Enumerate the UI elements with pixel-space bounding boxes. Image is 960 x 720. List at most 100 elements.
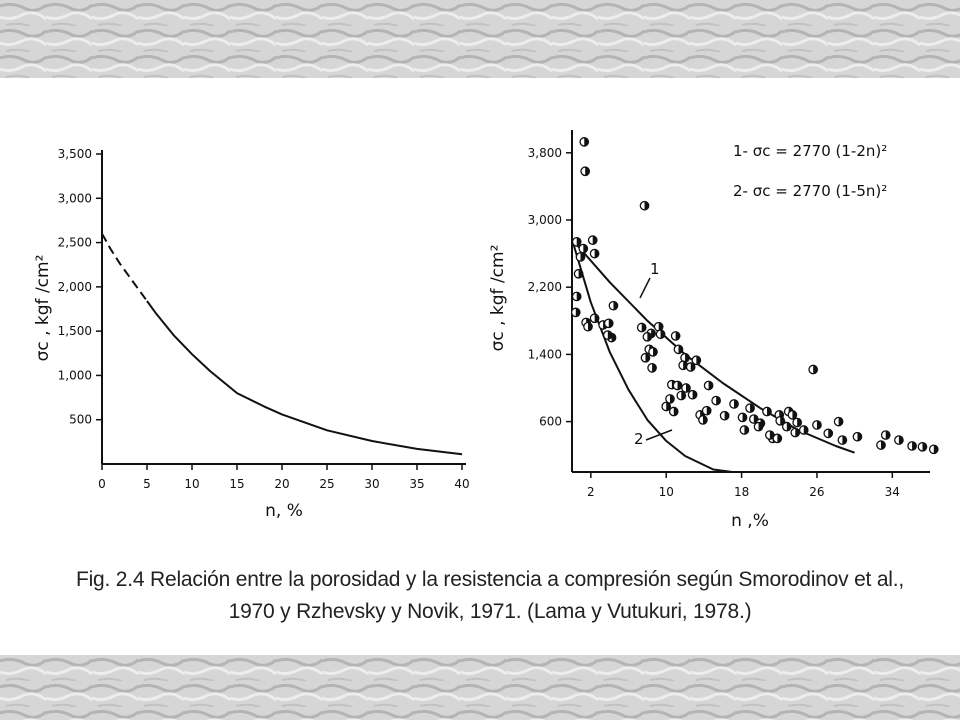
data-point-half-fill — [742, 413, 747, 422]
chart-left-porosity-strength: 0 5 10 15 20 25 30 35 40 500 1,000 1,500 2,000 2,500… — [33, 147, 470, 521]
chart2-data-point — [790, 427, 801, 438]
data-point-half-fill — [813, 365, 818, 374]
chart2-x-tick-label: 10 — [659, 485, 674, 499]
data-point-half-fill — [592, 235, 597, 245]
chart1-y-tick-label: 2,500 — [58, 236, 92, 250]
chart2-data-point — [837, 435, 848, 445]
chart2-data-point — [655, 329, 666, 340]
figure-caption-line-1: Fig. 2.4 Relación entre la porosidad y l… — [75, 568, 905, 591]
chart2-data-point — [685, 362, 696, 372]
data-point-half-fill — [708, 381, 713, 390]
data-point-half-fill — [767, 407, 772, 416]
chart2-data-point — [775, 415, 786, 426]
chart2-data-point — [668, 406, 679, 417]
chart2-data-point — [798, 425, 809, 435]
chart2-data-point — [880, 430, 891, 440]
data-point-half-fill — [645, 353, 650, 362]
chart1-series-line — [146, 300, 463, 456]
chart2-data-point — [640, 352, 651, 363]
data-point-half-fill — [702, 415, 708, 425]
data-point-half-fill — [681, 391, 686, 400]
data-point-half-fill — [750, 403, 755, 413]
chart2-series-line — [571, 238, 855, 454]
chart2-curve-label-2-pointer — [645, 429, 673, 441]
chart1-x-tick-label: 5 — [143, 477, 151, 491]
data-point-half-fill — [842, 435, 847, 445]
chart2-data-point — [678, 360, 689, 371]
chart2-data-point — [753, 421, 764, 432]
chart2-y-tick-label: 600 — [539, 415, 562, 429]
chart1-y-tick-label: 1,000 — [58, 368, 92, 382]
chart1-x-ticks: 0 5 10 15 20 25 30 35 40 — [98, 464, 470, 491]
chart1-y-tick-label: 2,000 — [58, 280, 92, 294]
chart2-data-point — [602, 330, 613, 340]
chart2-x-tick-label: 18 — [734, 485, 749, 499]
chart2-points — [570, 137, 939, 455]
figure-caption-line-2: 1970 y Rzhevsky y Novik, 1971. (Lama y V… — [228, 600, 752, 623]
data-point-half-fill — [576, 292, 581, 301]
data-point-half-fill — [641, 323, 646, 332]
figure-charts: 0 5 10 15 20 25 30 35 40 500 1,000 1,500 2,000 2,500… — [33, 130, 939, 531]
data-point-half-fill — [692, 390, 697, 399]
data-point-half-fill — [594, 249, 599, 258]
chart2-data-point — [579, 137, 590, 147]
chart2-data-point — [719, 410, 730, 421]
data-point-half-fill — [786, 422, 791, 431]
chart2-x-ticks: 2 10 18 26 34 — [587, 472, 900, 499]
chart2-data-point — [917, 441, 928, 452]
data-point-half-fill — [647, 332, 652, 341]
chart1-y-tick-label: 1,500 — [58, 324, 92, 338]
chart2-data-point — [698, 415, 708, 425]
chart2-data-point — [672, 380, 683, 391]
chart2-data-point — [772, 433, 783, 444]
chart2-data-point — [583, 321, 593, 332]
chart1-x-label: n, % — [265, 501, 303, 521]
data-point-half-fill — [912, 441, 917, 451]
data-point-half-fill — [857, 432, 862, 441]
data-point-half-fill — [881, 440, 886, 450]
data-point-half-fill — [933, 445, 938, 454]
chart2-data-point — [781, 421, 792, 432]
chart2-data-point — [670, 331, 681, 341]
data-point-half-fill — [734, 399, 739, 409]
chart2-data-point — [907, 441, 917, 451]
data-point-half-fill — [797, 418, 802, 427]
chart2-data-point — [852, 431, 863, 442]
chart1-y-ticks: 500 1,000 1,500 2,000 2,500 3,000 3,500 — [58, 147, 102, 427]
chart2-data-point — [711, 395, 721, 406]
chart2-data-point — [823, 428, 834, 439]
textured-frame-bottom — [0, 655, 960, 720]
chart2-data-point — [737, 412, 748, 423]
data-point-half-fill — [792, 410, 797, 420]
data-point-half-fill — [898, 435, 904, 445]
data-point-half-fill — [651, 329, 656, 338]
chart2-curve-label-1-pointer — [639, 277, 651, 299]
chart1-x-tick-label: 30 — [364, 477, 379, 491]
data-point-half-fill — [838, 417, 843, 426]
chart2-data-point — [578, 243, 589, 254]
chart1-x-tick-label: 15 — [229, 477, 244, 491]
chart2-data-point — [703, 380, 714, 391]
chart2-data-point — [894, 435, 904, 445]
data-point-half-fill — [653, 347, 658, 357]
data-point-half-fill — [669, 394, 675, 404]
data-point-half-fill — [685, 353, 690, 362]
chart1-x-tick-label: 25 — [319, 477, 334, 491]
data-point-half-fill — [777, 434, 782, 443]
data-point-half-fill — [607, 330, 612, 340]
chart1-x-tick-label: 35 — [409, 477, 424, 491]
chart2-y-tick-label: 2,200 — [528, 280, 562, 294]
chart1-y-label: σc , kgf /cm² — [33, 255, 53, 362]
chart2-x-tick-label: 34 — [885, 485, 900, 499]
data-point-half-fill — [575, 308, 580, 317]
chart2-data-point — [647, 362, 657, 373]
chart2-data-point — [833, 416, 844, 427]
data-point-half-fill — [724, 411, 729, 420]
chart2-data-point — [603, 318, 614, 329]
data-point-half-fill — [584, 137, 589, 147]
data-point-half-fill — [666, 402, 671, 411]
data-point-half-fill — [780, 416, 785, 425]
chart2-data-point — [639, 200, 650, 211]
chart2-data-point — [648, 347, 658, 357]
chart2-data-point — [575, 252, 586, 262]
